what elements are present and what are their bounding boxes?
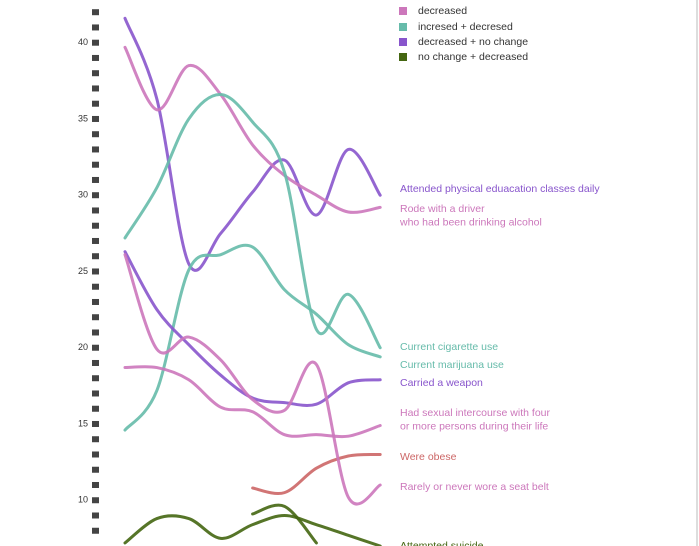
y-tick-mark <box>92 115 99 122</box>
series-label: Attempted suicide <box>400 540 484 546</box>
legend-label: decreased <box>418 5 467 17</box>
y-tick-mark <box>92 131 99 138</box>
y-tick-mark <box>92 161 99 168</box>
series-line <box>123 243 382 432</box>
series-label: Current marijuana use <box>400 359 504 371</box>
y-tick-mark <box>92 359 99 366</box>
y-tick-label: 35 <box>78 113 88 123</box>
legend-swatch <box>399 38 407 46</box>
series-label: who had been drinking alcohol <box>399 216 542 228</box>
series-line <box>123 250 382 407</box>
y-tick-mark <box>92 405 99 412</box>
y-tick-mark <box>92 451 99 458</box>
legend-label: no change + decreased <box>418 51 528 63</box>
series-label: Rarely or never wore a seat belt <box>400 481 549 493</box>
legend-label: decreased + no change <box>418 36 528 48</box>
y-tick-mark <box>92 24 99 31</box>
series-line <box>123 365 382 439</box>
series-label: Had sexual intercourse with four <box>400 407 550 419</box>
y-tick-mark <box>92 314 99 321</box>
legend-swatch <box>399 23 407 31</box>
y-tick-mark <box>92 222 99 229</box>
y-tick-mark <box>92 329 99 336</box>
series-line <box>251 452 382 495</box>
y-tick-mark <box>92 39 99 46</box>
y-tick-mark <box>92 54 99 61</box>
legend-label: incresed + decresed <box>418 21 513 33</box>
legend-swatch <box>399 7 407 15</box>
y-tick-mark <box>92 512 99 519</box>
y-tick-label: 10 <box>78 495 88 505</box>
y-tick-mark <box>92 207 99 214</box>
series-label: or more persons during their life <box>400 420 548 432</box>
y-tick-label: 20 <box>78 342 88 352</box>
y-tick-mark <box>92 100 99 107</box>
series-label: Rode with a driver <box>400 203 485 215</box>
y-tick-mark <box>92 481 99 488</box>
series-line <box>123 253 382 506</box>
y-tick-mark <box>92 527 99 534</box>
y-tick-mark <box>92 9 99 16</box>
y-tick-label: 15 <box>78 418 88 428</box>
y-tick-mark <box>92 192 99 199</box>
y-tick-label: 30 <box>78 190 88 200</box>
y-tick-mark <box>92 298 99 305</box>
series-line <box>123 45 382 214</box>
y-tick-mark <box>92 283 99 290</box>
y-tick-mark <box>92 237 99 244</box>
series-label: Were obese <box>400 451 457 463</box>
series-label: Current cigarette use <box>400 341 498 353</box>
series-line <box>123 16 382 272</box>
y-tick-label: 40 <box>78 37 88 47</box>
series-label: Carried a weapon <box>400 377 483 389</box>
y-tick-mark <box>92 497 99 504</box>
y-tick-mark <box>92 375 99 382</box>
series-line <box>251 503 318 545</box>
y-tick-mark <box>92 70 99 77</box>
y-tick-mark <box>92 85 99 92</box>
series-line <box>123 93 382 350</box>
y-tick-label: 25 <box>78 266 88 276</box>
series-label: Attended physical eduacation classes dai… <box>400 183 600 195</box>
y-tick-mark <box>92 253 99 260</box>
y-tick-mark <box>92 436 99 443</box>
y-tick-mark <box>92 344 99 351</box>
y-tick-mark <box>92 420 99 427</box>
series-line <box>123 513 382 546</box>
y-tick-mark <box>92 466 99 473</box>
y-tick-mark <box>92 390 99 397</box>
y-tick-mark <box>92 146 99 153</box>
y-tick-mark <box>92 268 99 275</box>
legend-label: increased <box>418 0 464 2</box>
legend-swatch <box>399 53 407 61</box>
y-tick-mark <box>92 176 99 183</box>
